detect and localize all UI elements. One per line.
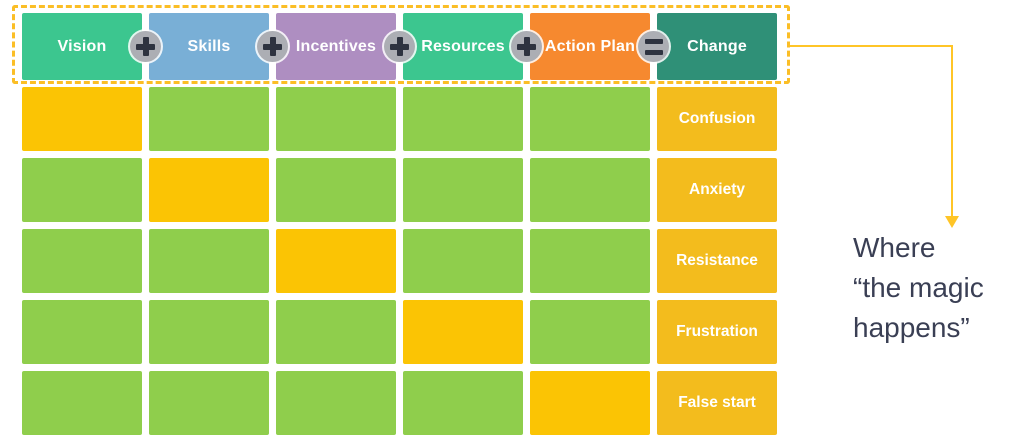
matrix-cell-frustration-incentives: [276, 300, 396, 364]
matrix-cell-confusion-resources: [403, 87, 523, 151]
annotation-line-3: happens”: [853, 312, 970, 343]
matrix-cell-confusion-vision: [22, 87, 142, 151]
outcome-label: False start: [678, 394, 756, 411]
matrix-cell-resistance-vision: [22, 229, 142, 293]
matrix-cell-false-start-action-plan: [530, 371, 650, 435]
badge-bar: [644, 38, 663, 44]
matrix-cell-confusion-action-plan: [530, 87, 650, 151]
matrix-cell-anxiety-incentives: [276, 158, 396, 222]
header-cell-skills: Skills: [149, 13, 269, 80]
header-label: Incentives: [295, 37, 377, 55]
badge-bar: [269, 37, 276, 56]
matrix-cell-resistance-action-plan: [530, 229, 650, 293]
header-cell-vision: Vision: [22, 13, 142, 80]
matrix-cell-resistance-skills: [149, 229, 269, 293]
header-label: Skills: [187, 37, 231, 55]
outcome-cell-false-start: False start: [657, 371, 777, 435]
matrix-cell-frustration-skills: [149, 300, 269, 364]
matrix-cell-false-start-resources: [403, 371, 523, 435]
plus-icon: [384, 31, 415, 62]
matrix-cell-false-start-incentives: [276, 371, 396, 435]
outcome-label: Resistance: [676, 252, 758, 269]
matrix-cell-anxiety-resources: [403, 158, 523, 222]
matrix-cell-confusion-skills: [149, 87, 269, 151]
plus-icon: [257, 31, 288, 62]
matrix-cell-resistance-incentives: [276, 229, 396, 293]
matrix-cell-anxiety-vision: [22, 158, 142, 222]
matrix-cell-false-start-skills: [149, 371, 269, 435]
header-label: Action Plan: [544, 37, 636, 55]
outcome-cell-resistance: Resistance: [657, 229, 777, 293]
outcome-cell-anxiety: Anxiety: [657, 158, 777, 222]
outcome-cell-confusion: Confusion: [657, 87, 777, 151]
plus-icon: [130, 31, 161, 62]
outcome-label: Anxiety: [689, 181, 745, 198]
matrix-cell-frustration-vision: [22, 300, 142, 364]
matrix-cell-anxiety-skills: [149, 158, 269, 222]
header-cell-change: Change: [657, 13, 777, 80]
matrix-cell-anxiety-action-plan: [530, 158, 650, 222]
matrix-cell-false-start-vision: [22, 371, 142, 435]
badge-bar: [142, 37, 149, 56]
matrix-cell-resistance-resources: [403, 229, 523, 293]
header-label: Vision: [57, 37, 107, 55]
header-cell-resources: Resources: [403, 13, 523, 80]
badge-bar: [644, 49, 663, 55]
matrix-cell-frustration-action-plan: [530, 300, 650, 364]
outcome-label: Frustration: [676, 323, 758, 340]
header-cell-action-plan: Action Plan: [530, 13, 650, 80]
equals-icon: [638, 31, 669, 62]
plus-icon: [511, 31, 542, 62]
header-label: Change: [687, 37, 747, 55]
badge-bar: [396, 37, 403, 56]
outcome-cell-frustration: Frustration: [657, 300, 777, 364]
annotation-line-1: Where: [853, 232, 936, 263]
matrix-cell-frustration-resources: [403, 300, 523, 364]
matrix-cell-confusion-incentives: [276, 87, 396, 151]
header-cell-incentives: Incentives: [276, 13, 396, 80]
badge-bar: [523, 37, 530, 56]
annotation-text: Where “the magic happens”: [853, 228, 984, 348]
change-model-board: Vision Skills Incentives Resources Action Pl…: [22, 13, 777, 435]
header-label: Resources: [421, 37, 505, 55]
outcome-label: Confusion: [678, 110, 756, 127]
annotation-line-2: “the magic: [853, 272, 984, 303]
